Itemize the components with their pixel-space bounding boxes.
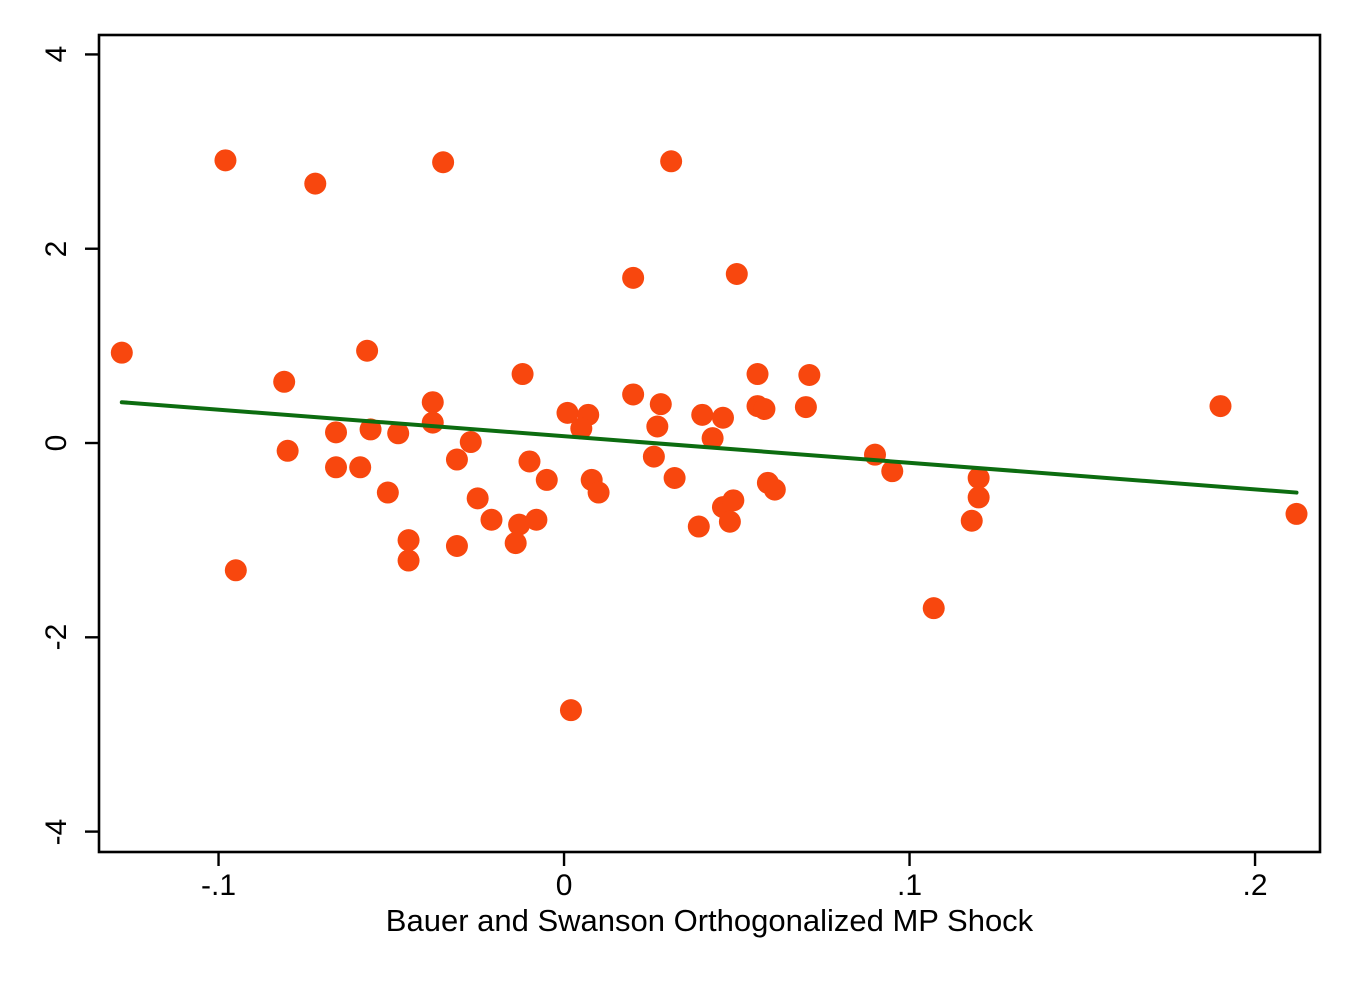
data-point <box>691 403 714 426</box>
data-point <box>960 509 983 532</box>
data-point <box>480 508 503 531</box>
data-point <box>967 466 990 489</box>
data-point <box>559 699 582 722</box>
trend-line <box>119 400 1299 495</box>
data-point <box>397 549 420 572</box>
data-point <box>359 418 382 441</box>
x-tick-label: 0 <box>555 869 573 902</box>
data-point <box>646 415 669 438</box>
x-tick-label: -.1 <box>201 869 237 902</box>
data-point <box>763 478 786 501</box>
data-point <box>110 341 133 364</box>
x-tick-label: .2 <box>1242 869 1268 902</box>
y-tick-label: 2 <box>40 240 73 258</box>
data-point <box>325 456 348 479</box>
data-point <box>687 515 710 538</box>
data-point <box>798 364 821 387</box>
x-tick-label: .1 <box>897 869 923 902</box>
data-point <box>881 460 904 483</box>
y-tick-label: 4 <box>40 46 73 63</box>
x-axis-title: Bauer and Swanson Orthogonalized MP Shoc… <box>385 903 1034 938</box>
data-point <box>556 401 579 424</box>
y-tick-label: -4 <box>40 818 73 845</box>
data-point <box>397 529 420 552</box>
data-point <box>622 266 645 289</box>
data-point <box>587 481 610 504</box>
data-point <box>224 559 247 582</box>
data-point <box>1209 395 1232 418</box>
data-point <box>967 486 990 509</box>
data-point <box>508 513 531 536</box>
data-point <box>459 431 482 454</box>
data-point <box>511 363 534 386</box>
data-point <box>649 393 672 416</box>
data-point <box>304 172 327 195</box>
data-point <box>387 422 410 445</box>
data-point <box>445 448 468 471</box>
data-point <box>753 398 776 421</box>
data-point <box>701 427 724 450</box>
data-point <box>570 417 593 440</box>
data-point <box>273 370 296 393</box>
data-point <box>214 149 237 172</box>
data-point <box>376 481 399 504</box>
data-point <box>746 363 769 386</box>
data-point <box>525 508 548 531</box>
data-point <box>421 391 444 414</box>
data-point <box>660 150 683 173</box>
data-point <box>1285 502 1308 525</box>
data-point <box>432 151 455 174</box>
data-point <box>725 262 748 285</box>
data-point <box>922 597 945 620</box>
data-point <box>642 445 665 468</box>
data-point <box>722 489 745 512</box>
y-tick-label: -2 <box>40 623 73 651</box>
data-point <box>518 450 541 473</box>
data-point <box>535 468 558 491</box>
y-tick-label: 0 <box>40 434 73 452</box>
data-point <box>711 406 734 429</box>
data-point <box>794 396 817 419</box>
data-point <box>622 383 645 406</box>
data-point <box>276 439 299 462</box>
data-point <box>663 466 686 489</box>
data-point <box>466 487 489 510</box>
data-point <box>445 534 468 557</box>
data-point <box>504 532 527 555</box>
data-point <box>718 510 741 533</box>
data-point <box>325 421 348 444</box>
data-point <box>421 411 444 434</box>
data-point <box>349 456 372 479</box>
data-point <box>356 339 379 362</box>
